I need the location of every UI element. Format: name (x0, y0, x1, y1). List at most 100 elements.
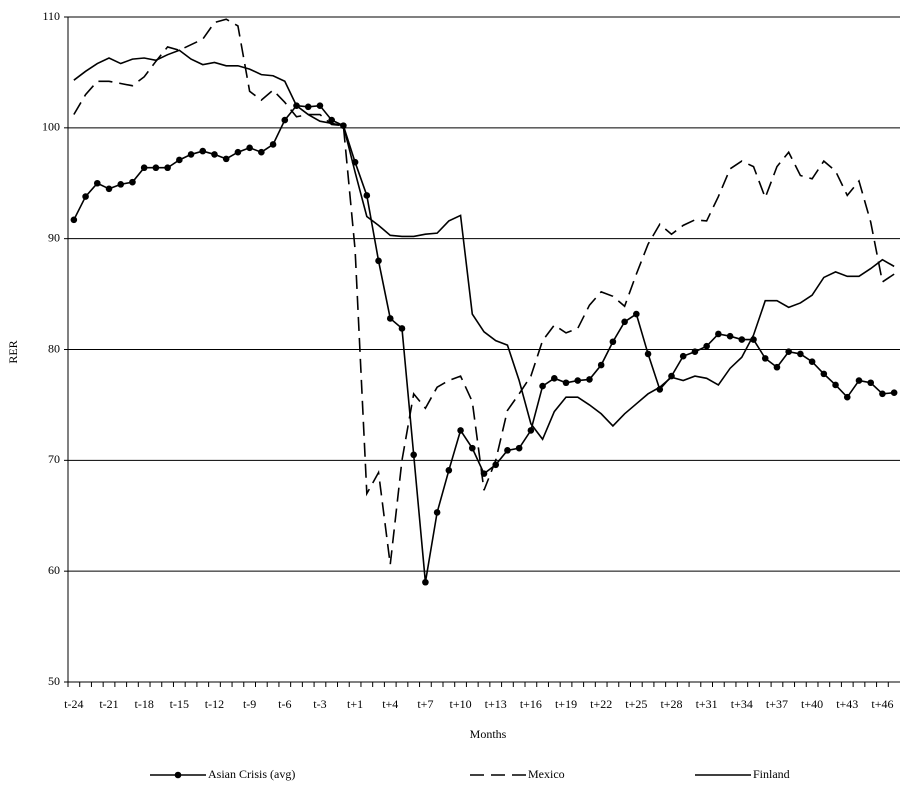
data-point (551, 375, 558, 382)
x-tick-label: t+34 (731, 697, 753, 711)
series-line (73, 104, 895, 583)
series-line (73, 49, 895, 441)
data-point (504, 447, 511, 454)
y-tick-label: 110 (42, 9, 60, 23)
x-tick-label: t+4 (382, 697, 398, 711)
data-point (797, 350, 804, 358)
data-point (879, 390, 886, 398)
data-point (539, 382, 546, 390)
legend-label: Asian Crisis (avg) (208, 767, 295, 781)
data-point (832, 381, 839, 389)
data-point (281, 116, 289, 124)
x-tick-label: t-9 (243, 697, 256, 711)
data-point (773, 363, 781, 371)
x-tick-label: t-18 (134, 697, 153, 711)
data-point (867, 379, 875, 387)
y-tick-label: 80 (48, 341, 60, 355)
data-point (258, 148, 265, 156)
data-point (855, 377, 863, 384)
x-tick-label: t-3 (313, 697, 326, 711)
series-line (73, 18, 895, 565)
y-tick-label: 60 (48, 563, 60, 577)
data-point (187, 151, 195, 158)
data-point (363, 192, 371, 199)
data-point (410, 451, 417, 459)
data-point (117, 181, 125, 188)
x-tick-label: t+40 (801, 697, 823, 711)
x-tick-label: t-24 (64, 697, 83, 711)
data-point (633, 310, 640, 318)
data-point (140, 164, 148, 172)
x-tick-label: t+46 (871, 697, 893, 711)
data-point (761, 355, 769, 362)
data-point (152, 164, 160, 172)
x-tick-label: t+43 (836, 697, 858, 711)
data-point (574, 377, 582, 384)
data-point (375, 257, 382, 265)
data-point (445, 467, 453, 474)
data-point (679, 352, 687, 360)
x-tick-label: t+16 (520, 697, 542, 711)
data-point (715, 330, 722, 338)
x-tick-label: t+28 (660, 697, 682, 711)
data-point (269, 141, 277, 148)
data-point (738, 336, 746, 343)
x-tick-label: t-12 (205, 697, 224, 711)
x-tick-label: t+13 (485, 697, 507, 711)
data-point (621, 318, 628, 326)
data-point (433, 509, 441, 516)
data-point (586, 376, 593, 383)
x-tick-label: t+37 (766, 697, 788, 711)
y-tick-label: 100 (42, 120, 60, 134)
data-point (597, 361, 605, 369)
data-point (93, 179, 101, 187)
data-point (515, 444, 523, 452)
x-tick-label: t+31 (696, 697, 718, 711)
data-point (562, 379, 570, 387)
y-axis-title: RER (6, 340, 20, 363)
data-point (890, 389, 898, 397)
x-tick-label: t-6 (278, 697, 291, 711)
data-point (222, 155, 230, 163)
data-point (176, 156, 183, 164)
data-point (527, 427, 535, 434)
x-tick-label: t-21 (99, 697, 118, 711)
data-point (234, 148, 242, 156)
y-tick-label: 50 (48, 674, 60, 688)
data-point (820, 370, 828, 378)
data-point (644, 350, 652, 358)
data-point (457, 427, 464, 434)
data-point (316, 102, 324, 109)
x-tick-label: t+1 (347, 697, 363, 711)
data-point (211, 151, 218, 158)
x-tick-label: t-15 (170, 697, 189, 711)
data-point (386, 315, 394, 322)
data-point (785, 348, 792, 356)
data-point (843, 393, 851, 401)
data-point (70, 216, 78, 224)
data-point (808, 358, 816, 365)
data-point (422, 578, 429, 586)
data-point (199, 147, 207, 155)
data-point (246, 144, 253, 152)
x-tick-label: t+22 (590, 697, 612, 711)
data-point (129, 178, 136, 186)
x-tick-label: t+19 (555, 697, 577, 711)
data-point (328, 116, 335, 124)
data-point (398, 325, 406, 332)
x-tick-label: t+10 (450, 697, 472, 711)
data-point (468, 444, 476, 452)
x-tick-label: t+25 (625, 697, 647, 711)
data-point (304, 103, 312, 111)
x-tick-label: t+7 (417, 697, 433, 711)
data-point (691, 348, 699, 356)
data-point (609, 338, 617, 346)
data-point (164, 164, 171, 172)
x-axis-title: Months (470, 727, 507, 741)
data-point (82, 193, 89, 200)
legend-label: Finland (753, 767, 790, 781)
legend-label: Mexico (528, 767, 565, 781)
data-point (105, 185, 113, 193)
y-tick-label: 70 (48, 452, 60, 466)
